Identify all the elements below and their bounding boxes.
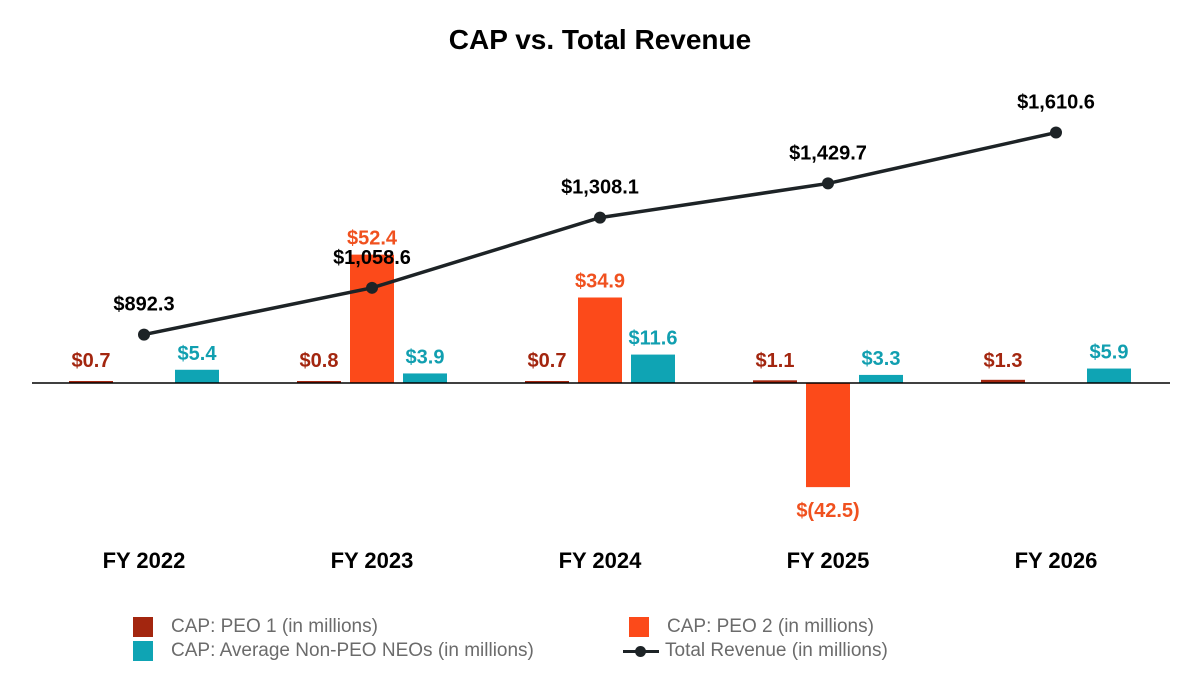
revenue-label-2: $1,308.1 [561,177,639,199]
legend-item-neo: CAP: Average Non-PEO NEOs (in millions) [133,640,534,662]
category-labels: FY 2022 FY 2023 FY 2024 FY 2025 FY 2026 [103,548,1098,573]
legend-label-revenue: Total Revenue (in millions) [665,640,888,661]
bar-neo-2 [631,354,675,383]
revenue-label-0: $892.3 [113,294,174,316]
bar-neo-1 [403,373,447,383]
bar-peo1-4 [981,379,1025,383]
bar-peo2-1 [350,254,394,383]
category-label-0: FY 2022 [103,548,186,573]
bar-neo-4 [1087,368,1131,383]
bar-peo1-2 [525,381,569,383]
bars-layer [69,254,1131,488]
category-label-2: FY 2024 [559,548,643,573]
bar-peo1-1 [297,381,341,383]
revenue-point-0 [138,328,150,341]
bar-label-peo1-3: $1.1 [756,350,795,372]
bar-label-neo-0: $5.4 [178,343,218,365]
revenue-point-3 [822,177,834,190]
revenue-line-swatch-icon [623,641,659,661]
bar-peo2-3 [806,383,850,488]
revenue-point-2 [594,211,606,224]
bar-label-peo2-3: $(42.5) [796,500,859,522]
bar-peo2-2 [578,297,622,383]
bar-label-peo2-1: $52.4 [347,228,398,250]
bar-label-peo1-0: $0.7 [72,350,111,372]
revenue-line-layer [138,126,1062,341]
category-label-4: FY 2026 [1015,548,1098,573]
bar-label-neo-2: $11.6 [629,328,678,350]
revenue-label-1: $1,058.6 [333,247,411,269]
bar-label-neo-4: $5.9 [1090,342,1129,364]
neo-swatch-icon [133,641,153,661]
bar-neo-0 [175,369,219,383]
bar-label-peo1-4: $1.3 [984,350,1023,372]
legend-item-revenue: Total Revenue (in millions) [623,640,888,662]
bar-label-neo-3: $3.3 [862,348,901,370]
legend-label-neo: CAP: Average Non-PEO NEOs (in millions) [171,640,534,661]
category-label-3: FY 2025 [787,548,870,573]
bar-label-peo1-2: $0.7 [528,350,567,372]
peo2-swatch-icon [629,617,649,637]
revenue-label-3: $1,429.7 [789,142,867,164]
revenue-point-1 [366,281,378,294]
legend-item-peo2: CAP: PEO 2 (in millions) [629,616,874,638]
bar-label-peo1-1: $0.8 [300,350,339,372]
revenue-point-4 [1050,126,1062,139]
bar-label-peo2-2: $34.9 [575,270,625,292]
labels-layer: $0.7 $0.8 $0.7 $1.1 $1.3 $52.4 $34.9 $(42.5) $5.… [72,92,1129,523]
legend-item-peo1: CAP: PEO 1 (in millions) [133,616,378,638]
bar-peo1-0 [69,381,113,383]
category-label-1: FY 2023 [331,548,414,573]
bar-neo-3 [859,374,903,383]
revenue-label-4: $1,610.6 [1017,92,1095,114]
legend-label-peo2: CAP: PEO 2 (in millions) [667,616,874,637]
bar-peo1-3 [753,380,797,383]
peo1-swatch-icon [133,617,153,637]
chart-title: CAP vs. Total Revenue [448,24,752,55]
bar-label-neo-1: $3.9 [406,346,445,368]
legend-label-peo1: CAP: PEO 1 (in millions) [171,616,378,637]
